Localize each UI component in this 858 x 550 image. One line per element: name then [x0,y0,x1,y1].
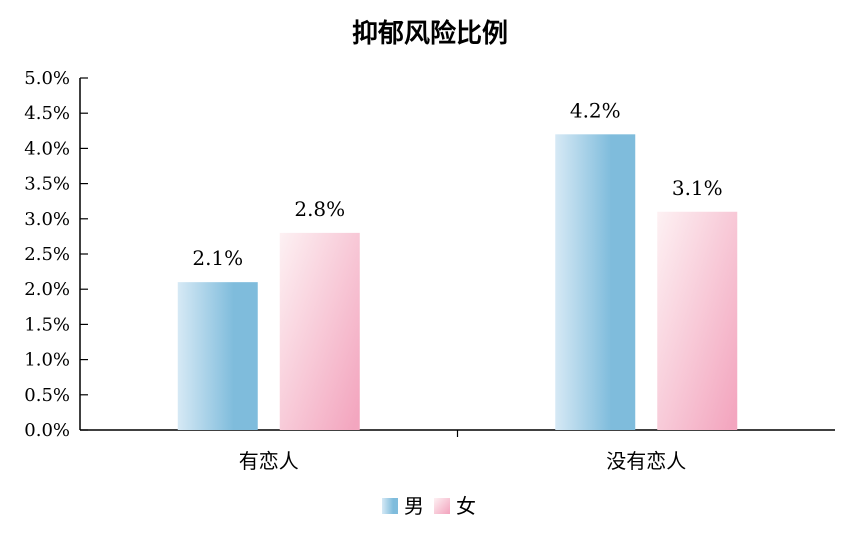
bars: 2.1% 2.8% 4.2% 3.1% [177,98,738,430]
y-tick-label: 0.5% [24,385,70,406]
y-tick-label: 3.0% [24,209,70,230]
category-label: 有恋人 [239,449,299,473]
y-tick-label: 2.0% [24,279,70,300]
legend: 男女 [382,494,476,518]
y-tick-label: 4.5% [24,103,70,124]
y-tick-label: 5.0% [24,68,70,89]
data-label: 2.8% [294,197,345,221]
bar [657,211,738,430]
data-label: 4.2% [570,98,621,122]
y-tick-label: 1.0% [24,350,70,371]
axes: 0.0% 0.5% 1.0% 1.5% 2.0% 2.5% 3.0% 3.5% 4.0% 4.5%… [24,68,835,473]
bar [555,134,636,430]
y-tick-label: 0.0% [24,420,70,441]
bar [177,282,258,430]
y-tick-label: 2.5% [24,244,70,265]
y-tick-label: 4.0% [24,138,70,159]
category-label: 没有恋人 [606,449,686,473]
y-tick-label: 3.5% [24,174,70,195]
y-tick-label: 1.5% [24,314,70,335]
legend-label: 男 [404,494,424,518]
legend-label: 女 [456,494,476,518]
data-label: 3.1% [672,176,723,200]
data-label: 2.1% [192,246,243,270]
bar [279,232,360,430]
legend-swatch [434,498,450,514]
chart-title: 抑郁风险比例 [352,18,508,49]
legend-swatch [382,498,398,514]
